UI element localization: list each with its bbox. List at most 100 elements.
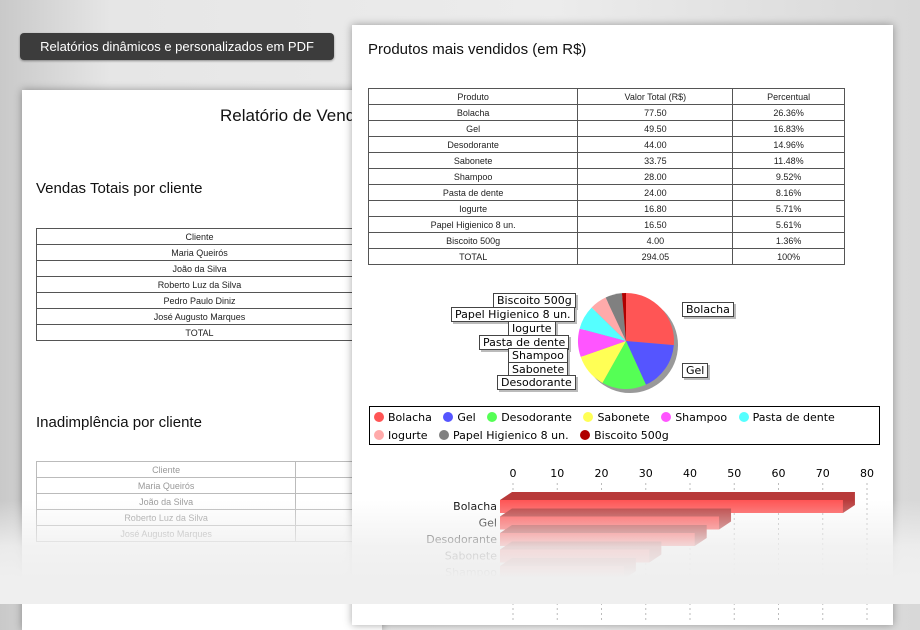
legend-swatch bbox=[374, 430, 384, 440]
table-cell: Maria Queirós bbox=[36, 244, 363, 261]
column-header: Percentual bbox=[732, 88, 845, 105]
legend-label: Bolacha bbox=[388, 411, 432, 424]
legend-item: Gel bbox=[443, 411, 476, 424]
report-page-back: Relatório de Vendas Vendas Totais por cl… bbox=[22, 90, 517, 630]
pie-slice bbox=[578, 328, 626, 357]
pie-label: Iogurte bbox=[508, 321, 556, 336]
table-cell: 5.61% bbox=[732, 216, 845, 233]
feature-badge: Relatórios dinâmicos e personalizados em… bbox=[20, 33, 334, 60]
category-label: Desodorante bbox=[426, 533, 497, 546]
legend-swatch bbox=[583, 412, 594, 422]
legend-item: Sabonete bbox=[583, 411, 650, 424]
legend-label: Biscoito 500g bbox=[594, 429, 669, 442]
legend-item: Bolacha bbox=[374, 411, 432, 424]
table-cell: 11.48% bbox=[732, 152, 845, 169]
table-cell: 44.00 bbox=[577, 136, 734, 153]
tick-label: 0 bbox=[510, 467, 517, 480]
table-row: Desodorante 44.00 14.96% bbox=[367, 136, 845, 153]
table-cell: José Augusto Marques bbox=[35, 525, 297, 542]
products-title: Produtos mais vendidos (em R$) bbox=[368, 41, 587, 58]
pie-slice bbox=[626, 293, 674, 346]
table-cell: Bolacha bbox=[367, 104, 579, 121]
pie-label: Gel bbox=[682, 363, 709, 378]
section-title-sales: Vendas Totais por cliente bbox=[36, 180, 203, 197]
table-row: Gel 49.50 16.83% bbox=[367, 120, 845, 137]
tick-label: 40 bbox=[683, 467, 697, 480]
tick-label: 10 bbox=[550, 467, 564, 480]
tick-label: 30 bbox=[639, 467, 653, 480]
pie-slice bbox=[626, 341, 674, 385]
table-row: Biscoito 500g 4.00 1.36% bbox=[367, 232, 845, 249]
table-cell: Maria Queirós bbox=[35, 477, 297, 494]
table-row: Bolacha 77.50 26.36% bbox=[367, 104, 845, 121]
table-cell: Iogurte bbox=[367, 200, 579, 217]
category-label: Gel bbox=[479, 517, 497, 530]
bar bbox=[500, 566, 624, 579]
table-cell: TOTAL bbox=[36, 324, 363, 341]
pie-chart bbox=[578, 293, 678, 393]
legend-item: Shampoo bbox=[661, 411, 727, 424]
table-cell: 77.50 bbox=[577, 104, 734, 121]
table-header-row: Produto Valor Total (R$) Percentual bbox=[367, 88, 845, 105]
column-header: Cliente bbox=[35, 461, 297, 478]
table-cell: 16.83% bbox=[732, 120, 845, 137]
legend-label: Iogurte bbox=[388, 429, 428, 442]
table-cell: 1.36% bbox=[732, 232, 845, 249]
legend-swatch bbox=[738, 412, 749, 422]
legend-label: Shampoo bbox=[675, 411, 728, 424]
legend-swatch bbox=[580, 430, 591, 440]
pie-slice bbox=[579, 307, 626, 341]
legend-label: Pasta de dente bbox=[752, 411, 835, 424]
table-cell: Desodorante bbox=[367, 136, 579, 153]
table-cell: Papel Higienico 8 un. bbox=[367, 216, 579, 233]
tick-label: 50 bbox=[727, 467, 741, 480]
legend-label: Desodorante bbox=[501, 411, 572, 424]
tick-label: 20 bbox=[595, 467, 609, 480]
pie-slice bbox=[605, 293, 626, 341]
table-cell: José Augusto Marques bbox=[36, 308, 363, 325]
table-cell: 33.75 bbox=[577, 152, 734, 169]
pie-slice bbox=[580, 341, 626, 383]
legend-swatch bbox=[439, 430, 450, 440]
legend-item: Pasta de dente bbox=[738, 411, 835, 424]
pie-label: Shampoo bbox=[508, 348, 568, 363]
pie-label: Desodorante bbox=[497, 375, 576, 390]
table-cell: 4.00 bbox=[577, 232, 734, 249]
table-cell: Shampoo bbox=[367, 168, 579, 185]
table-cell: Pedro Paulo Diniz bbox=[36, 292, 363, 309]
table-cell: Biscoito 500g bbox=[367, 232, 579, 249]
pie-slice bbox=[602, 341, 646, 389]
legend-item: Desodorante bbox=[487, 411, 572, 424]
table-cell: TOTAL bbox=[367, 248, 579, 265]
report-page-front: Produtos mais vendidos (em R$) Produto Va… bbox=[352, 25, 893, 625]
legend-swatch bbox=[661, 412, 672, 422]
legend-swatch bbox=[374, 412, 384, 422]
table-cell: 5.71% bbox=[732, 200, 845, 217]
column-header: Produto bbox=[367, 88, 579, 105]
table-cell: 16.50 bbox=[577, 216, 734, 233]
table-cell: 16.80 bbox=[577, 200, 734, 217]
table-cell: Gel bbox=[367, 120, 579, 137]
section-title-default: Inadimplência por cliente bbox=[36, 414, 202, 431]
table-cell: 9.52% bbox=[732, 168, 845, 185]
table-row: Pasta de dente 24.00 8.16% bbox=[367, 184, 845, 201]
table-cell: Roberto Luz da Silva bbox=[35, 509, 297, 526]
table-cell: Pasta de dente bbox=[367, 184, 579, 201]
legend-item: Papel Higienico 8 un. bbox=[439, 429, 569, 442]
table-row: Iogurte 16.80 5.71% bbox=[367, 200, 845, 217]
legend-label: Gel bbox=[457, 411, 476, 424]
column-header: Valor Total (R$) bbox=[577, 88, 734, 105]
column-header: Cliente bbox=[36, 228, 363, 245]
tick-label: 80 bbox=[860, 467, 874, 480]
table-cell: 26.36% bbox=[732, 104, 845, 121]
products-table: Produto Valor Total (R$) Percentual Bolacha… bbox=[367, 88, 845, 265]
pie-slice bbox=[591, 297, 626, 341]
legend-swatch bbox=[443, 412, 454, 422]
table-row: Shampoo 28.00 9.52% bbox=[367, 168, 845, 185]
legend-label: Sabonete bbox=[597, 411, 650, 424]
table-cell: João da Silva bbox=[36, 260, 363, 277]
pie-label: Papel Higienico 8 un. bbox=[451, 307, 575, 322]
legend-swatch bbox=[487, 412, 498, 422]
legend-item: Biscoito 500g bbox=[580, 429, 669, 442]
pie-label: Biscoito 500g bbox=[493, 293, 576, 308]
